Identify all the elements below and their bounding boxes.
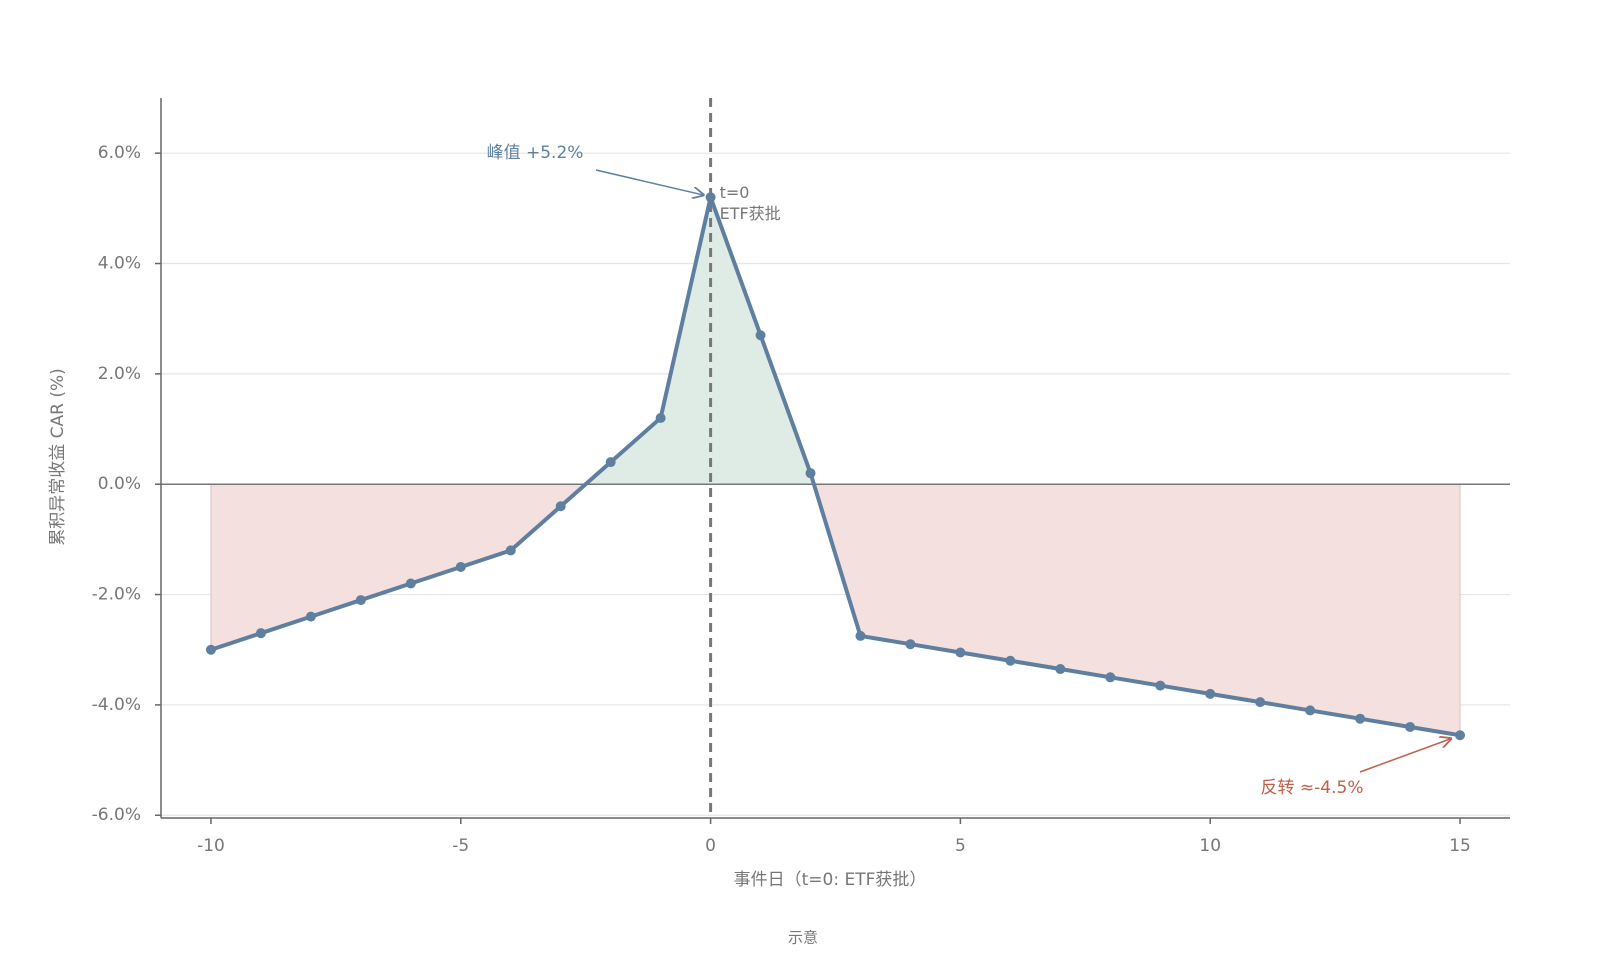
x-axis-label: 事件日（t=0: ETF获批）: [734, 870, 927, 890]
data-point: [1255, 697, 1266, 708]
x-tick-label: -10: [197, 836, 225, 856]
data-point: [205, 644, 216, 655]
y-axis-label: 累积异常收益 CAR (%): [48, 368, 68, 546]
peak-arrow: [595, 169, 705, 195]
data-point: [305, 611, 316, 622]
event-label: ETF获批: [720, 204, 781, 223]
data-point: [1355, 713, 1366, 724]
y-tick-label: -2.0%: [92, 585, 141, 605]
footer: 示意: [788, 929, 818, 947]
data-point: [455, 561, 466, 572]
y-tick-label: 4.0%: [98, 254, 141, 274]
data-point: [655, 413, 666, 423]
data-point: [255, 628, 266, 639]
peak-annotation: 峰值 +5.2%: [487, 143, 584, 163]
data-point: [1055, 664, 1066, 675]
y-tick-label: 6.0%: [98, 143, 141, 163]
data-point: [1155, 680, 1166, 691]
data-point: [405, 578, 416, 589]
negative-area: [210, 484, 1461, 736]
data-point: [555, 501, 566, 512]
data-point: [955, 647, 966, 658]
data-point: [1005, 655, 1016, 666]
x-tick-label: 10: [1199, 836, 1221, 856]
x-tick-label: 15: [1449, 836, 1471, 856]
data-point: [1455, 730, 1466, 741]
data-point: [355, 595, 366, 606]
data-point: [805, 468, 816, 479]
data-point: [855, 630, 866, 641]
y-tick-label: 2.0%: [98, 364, 141, 384]
data-point: [1305, 705, 1316, 716]
data-point: [605, 457, 616, 468]
data-point: [1405, 721, 1416, 732]
reversal-annotation: 反转 ≈-4.5%: [1261, 778, 1364, 798]
series-line: [210, 195, 1461, 738]
x-tick-label: 5: [955, 836, 966, 856]
y-tick-label: -6.0%: [92, 805, 141, 825]
y-tick-label: 0.0%: [98, 474, 141, 494]
data-point: [1105, 672, 1116, 683]
event-label: t=0: [720, 183, 750, 202]
data-point: [505, 545, 516, 556]
reversal-arrow: [1359, 738, 1452, 773]
data-point: [705, 192, 716, 203]
x-tick-label: -5: [452, 836, 469, 856]
data-point: [905, 639, 916, 650]
y-tick-label: -4.0%: [92, 695, 141, 715]
x-tick-label: 0: [705, 836, 716, 856]
data-point: [755, 330, 766, 341]
data-point: [1205, 688, 1216, 699]
